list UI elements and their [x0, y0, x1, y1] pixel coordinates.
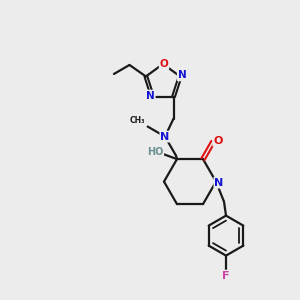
Text: N: N: [146, 91, 155, 100]
Text: F: F: [222, 271, 230, 281]
Text: N: N: [178, 70, 187, 80]
Text: O: O: [160, 59, 168, 69]
Text: O: O: [213, 136, 223, 146]
Text: CH₃: CH₃: [129, 116, 145, 124]
Text: HO: HO: [147, 147, 163, 157]
Text: N: N: [160, 132, 169, 142]
Text: N: N: [214, 178, 224, 188]
